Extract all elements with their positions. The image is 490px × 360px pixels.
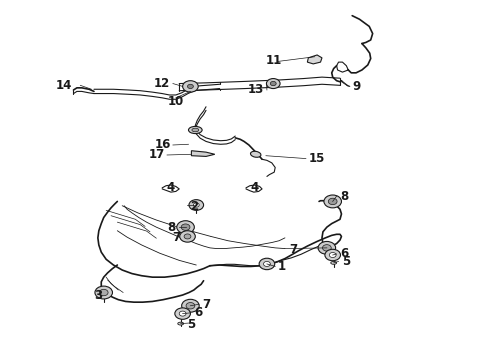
Text: 5: 5 xyxy=(187,318,196,331)
Text: 15: 15 xyxy=(308,152,325,165)
Circle shape xyxy=(188,84,194,89)
Circle shape xyxy=(184,234,191,239)
Circle shape xyxy=(267,78,280,89)
Circle shape xyxy=(95,286,113,299)
Text: 8: 8 xyxy=(168,221,176,234)
Circle shape xyxy=(181,224,190,230)
Ellipse shape xyxy=(178,322,184,325)
Text: 3: 3 xyxy=(94,288,102,302)
Ellipse shape xyxy=(250,151,261,157)
Circle shape xyxy=(322,245,331,251)
Circle shape xyxy=(328,198,337,204)
Circle shape xyxy=(264,261,270,266)
Circle shape xyxy=(318,242,336,254)
Text: 7: 7 xyxy=(172,231,181,244)
Ellipse shape xyxy=(189,126,202,134)
Text: 9: 9 xyxy=(352,80,361,93)
Text: 13: 13 xyxy=(247,84,264,96)
Text: 12: 12 xyxy=(153,77,170,90)
Text: 6: 6 xyxy=(340,247,348,260)
Circle shape xyxy=(175,308,191,319)
Text: 8: 8 xyxy=(340,190,348,203)
Circle shape xyxy=(99,289,108,296)
Text: 11: 11 xyxy=(266,54,282,67)
Text: 17: 17 xyxy=(148,148,165,162)
Text: 1: 1 xyxy=(278,260,286,273)
Circle shape xyxy=(177,221,195,234)
Text: 7: 7 xyxy=(202,298,210,311)
Ellipse shape xyxy=(192,128,199,132)
Circle shape xyxy=(182,299,199,312)
Polygon shape xyxy=(192,151,215,157)
Circle shape xyxy=(259,258,275,270)
Circle shape xyxy=(324,195,342,208)
Ellipse shape xyxy=(331,261,337,264)
Text: 10: 10 xyxy=(168,95,184,108)
Circle shape xyxy=(186,302,195,309)
Circle shape xyxy=(189,200,203,210)
Text: 16: 16 xyxy=(154,139,171,152)
Text: 6: 6 xyxy=(194,306,202,319)
Circle shape xyxy=(329,252,336,257)
Circle shape xyxy=(194,203,199,207)
Circle shape xyxy=(179,311,186,316)
Text: 5: 5 xyxy=(343,255,351,268)
Text: 4: 4 xyxy=(250,181,259,194)
Circle shape xyxy=(183,81,198,92)
Text: 7: 7 xyxy=(289,243,297,256)
Text: 14: 14 xyxy=(56,79,72,92)
Circle shape xyxy=(325,249,341,261)
Text: 4: 4 xyxy=(167,181,175,194)
Circle shape xyxy=(270,81,276,86)
Text: 2: 2 xyxy=(191,200,198,213)
Circle shape xyxy=(180,231,196,242)
Polygon shape xyxy=(307,55,322,64)
